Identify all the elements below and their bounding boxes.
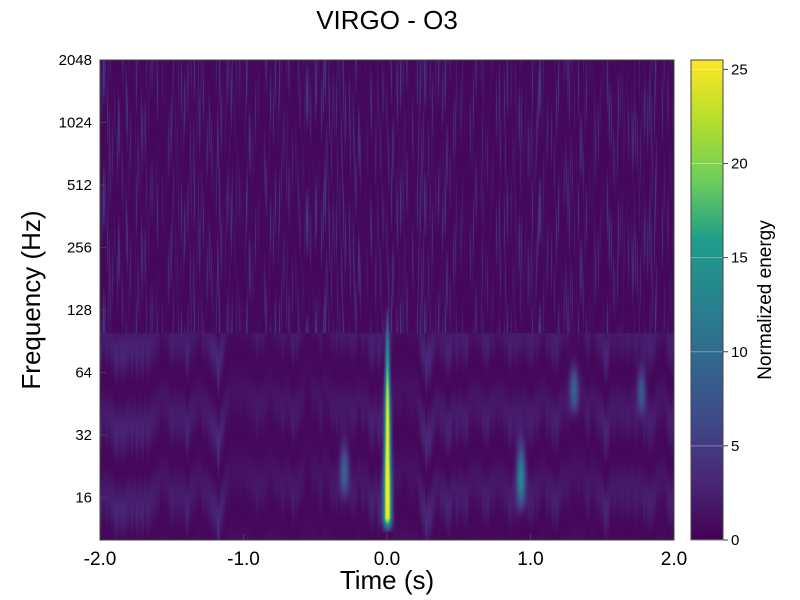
x-tick-label: 2.0	[661, 549, 687, 570]
colorbar-tick-label: 25	[731, 61, 748, 78]
plot-area	[100, 60, 674, 540]
x-tick-label: 0.0	[374, 549, 400, 570]
x-tick-label: -1.0	[227, 549, 260, 570]
y-tick-label: 1024	[59, 115, 92, 132]
x-axis: -2.0 -1.0 0.0 1.0 2.0	[84, 534, 687, 570]
colorbar-tick-label: 20	[731, 156, 748, 173]
y-tick-label: 2048	[59, 52, 92, 69]
y-tick-label: 128	[67, 302, 92, 319]
y-tick-label: 512	[67, 177, 92, 194]
chart-title: VIRGO - O3	[316, 5, 458, 35]
y-tick-label: 64	[75, 365, 92, 382]
colorbar-tick-label: 5	[731, 438, 739, 455]
x-tick-label: 1.0	[517, 549, 543, 570]
y-tick-label: 256	[67, 240, 92, 257]
y-tick-label: 32	[75, 427, 92, 444]
y-axis-label: Frequency (Hz)	[16, 210, 46, 389]
x-axis-label: Time (s)	[340, 565, 434, 595]
colorbar-tick-label: 0	[731, 532, 739, 549]
colorbar-axis: 0 5 10 15 20 25	[691, 61, 748, 549]
colorbar-label: Normalized energy	[755, 220, 776, 380]
spectrogram-heatmap	[100, 60, 674, 540]
colorbar-tick-label: 15	[731, 250, 748, 267]
colorbar-tick-label: 10	[731, 344, 748, 361]
y-axis: 16 32 64 128 256 512 1024 2048	[59, 52, 106, 507]
x-tick-label: -2.0	[84, 549, 117, 570]
y-tick-label: 16	[75, 490, 92, 507]
colorbar	[690, 59, 724, 541]
